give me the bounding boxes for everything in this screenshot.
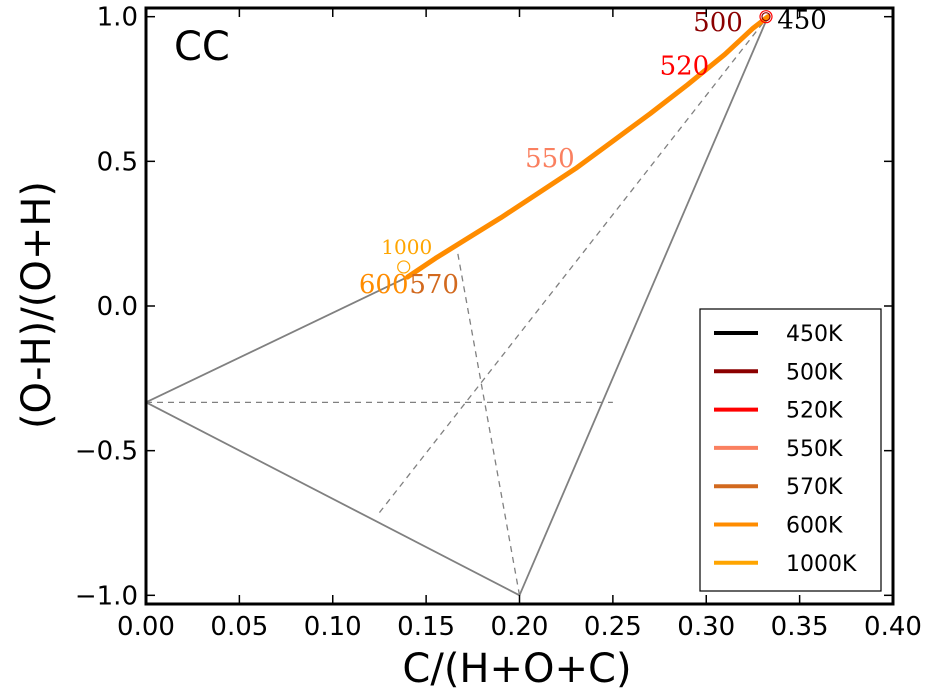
- legend-label: 550K: [786, 437, 843, 462]
- temperature-label: 550: [525, 144, 575, 174]
- boundary-line: [518, 16, 769, 596]
- y-tick-label: 0.0: [97, 292, 138, 322]
- triangle-boundary: [145, 16, 769, 597]
- x-tick-label: 0.25: [584, 612, 642, 642]
- axis-ticks: [145, 8, 894, 604]
- temperature-label: 450: [777, 5, 827, 35]
- x-tick-label: 0.40: [864, 612, 922, 642]
- temperature-annotations: 450 500 520 550 1000 600 570: [359, 5, 827, 300]
- x-tick-label: 0.05: [210, 612, 268, 642]
- legend-label: 500K: [786, 360, 843, 385]
- x-tick-label: 0.20: [491, 612, 549, 642]
- series-curve: [405, 14, 771, 280]
- data-marker: [759, 10, 773, 24]
- x-tick-label: 0.35: [771, 612, 829, 642]
- x-axis-label: C/(H+O+C): [402, 646, 631, 692]
- temperature-label: 570: [409, 270, 459, 300]
- temperature-label: 1000: [381, 235, 432, 259]
- y-tick-labels: −1.0 −0.5 0.0 0.5 1.0: [75, 3, 138, 612]
- x-tick-labels: 0.00 0.05 0.10 0.15 0.20 0.25 0.30 0.35 0.40: [117, 612, 922, 642]
- boundary-dashed-line: [378, 16, 769, 513]
- temperature-label: 500: [693, 8, 743, 38]
- legend-label: 600K: [786, 514, 843, 539]
- legend-box: [699, 308, 882, 592]
- y-axis-label: (O-H)/(O+H): [14, 181, 60, 429]
- boundary-dashed-line: [457, 253, 521, 596]
- legend-label: 570K: [786, 475, 843, 500]
- y-tick-label: −1.0: [75, 581, 138, 611]
- x-tick-label: 0.30: [677, 612, 735, 642]
- y-tick-label: 1.0: [97, 3, 138, 33]
- panel-label: CC: [174, 24, 230, 70]
- legend-label: 520K: [786, 399, 843, 424]
- boundary-line: [145, 401, 520, 597]
- y-tick-label: −0.5: [75, 437, 138, 467]
- series-line: [405, 14, 771, 280]
- x-tick-label: 0.10: [304, 612, 362, 642]
- x-tick-label: 0.00: [117, 612, 175, 642]
- legend-label: 450K: [786, 322, 843, 347]
- temperature-label: 520: [660, 52, 710, 82]
- legend-label: 1000K: [786, 552, 857, 577]
- y-tick-label: 0.5: [97, 147, 138, 177]
- data-marker: [397, 260, 411, 274]
- data-marker: [761, 12, 771, 22]
- marker-group: [397, 10, 773, 274]
- boundary-line: [145, 276, 408, 404]
- legend: 450K 500K 520K 550K 570K 600K 1000K: [699, 308, 882, 592]
- temperature-label: 600: [359, 270, 409, 300]
- x-tick-label: 0.15: [397, 612, 455, 642]
